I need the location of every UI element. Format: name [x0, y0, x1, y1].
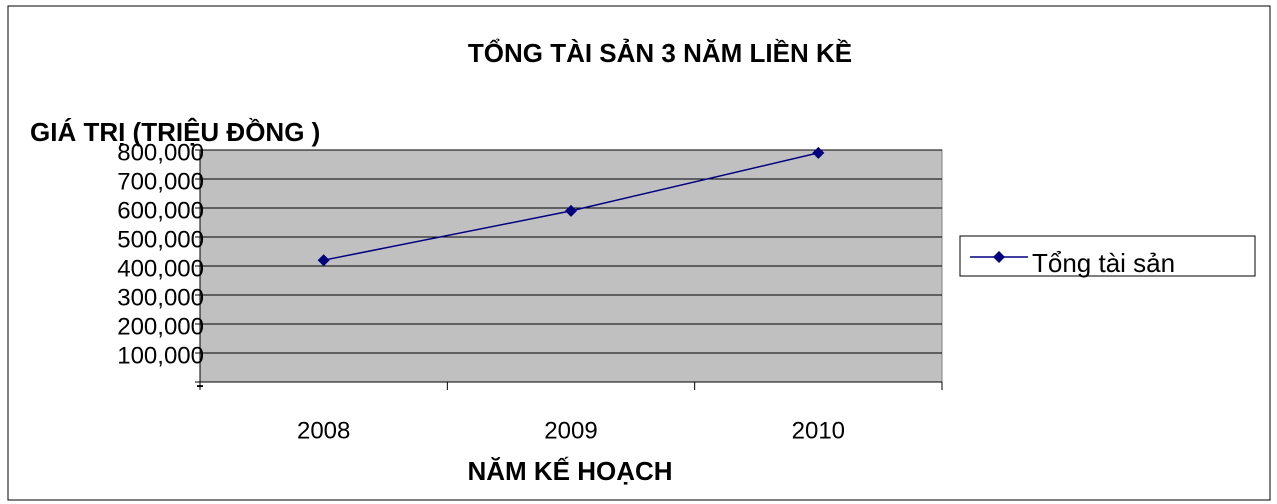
y-tick-label: 600,000: [117, 197, 204, 224]
y-tick-label: 300,000: [117, 284, 204, 311]
legend-marker: [993, 251, 1005, 263]
legend-label: Tổng tài sản: [1032, 248, 1175, 278]
y-tick-label: 100,000: [117, 342, 204, 369]
x-tick-label: 2009: [544, 417, 597, 444]
x-tick-label: 2008: [297, 417, 350, 444]
y-tick-label: 800,000: [117, 139, 204, 166]
chart-title: TỔNG TÀI SẢN 3 NĂM LIỀN KỀ: [468, 38, 852, 68]
legend-box: [959, 235, 1256, 277]
y-tick-label: 200,000: [117, 313, 204, 340]
x-tick-label: 2010: [792, 417, 845, 444]
marker: [317, 254, 330, 267]
marker: [565, 204, 577, 217]
y-tick-label: 400,000: [117, 255, 204, 282]
y-axis-title: GIÁ TRỊ (TRIỆU ĐỒNG ): [30, 117, 320, 147]
marker: [812, 146, 825, 159]
y-tick-label: 500,000: [117, 226, 204, 253]
x-axis-title: NĂM KẾ HOẠCH: [467, 456, 672, 486]
y-tick-label: 700,000: [117, 168, 204, 195]
